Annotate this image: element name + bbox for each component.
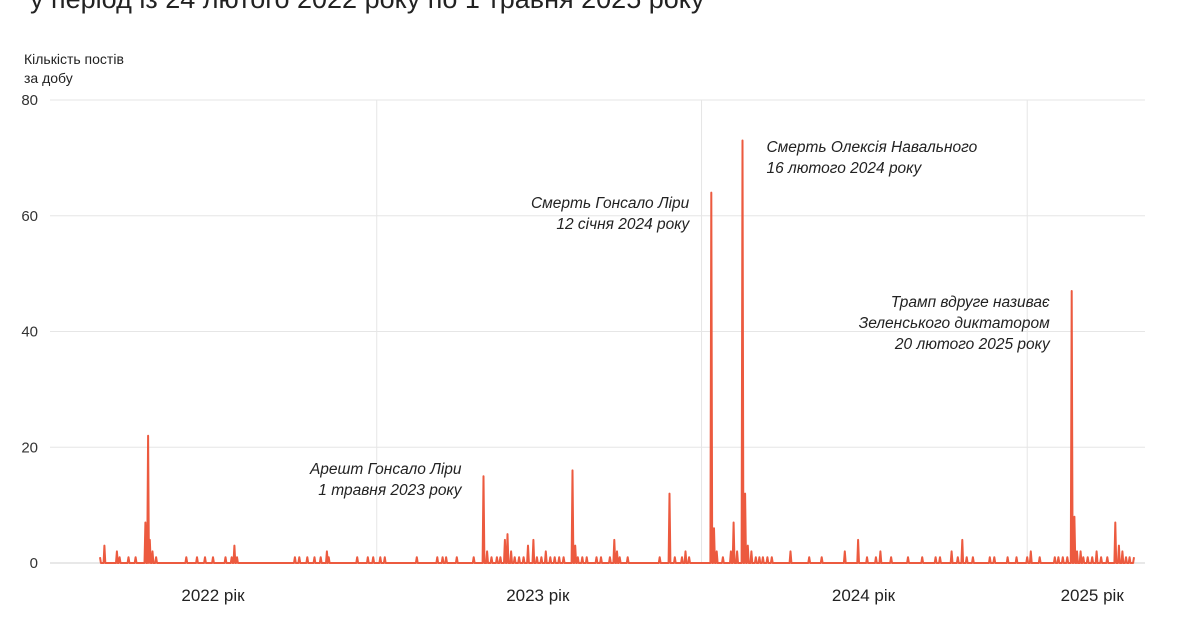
annotation: Арешт Гонсало Ліри 1 травня 2023 року bbox=[309, 461, 463, 499]
annotation-line: Смерть Гонсало Ліри bbox=[531, 195, 690, 212]
x-tick-label: 2022 рік bbox=[181, 586, 245, 605]
annotation: Смерть Гонсало Ліри 12 січня 2024 року bbox=[531, 195, 691, 233]
annotation-line: Трамп вдруге називає bbox=[891, 294, 1050, 311]
y-tick-label: 60 bbox=[21, 208, 38, 225]
annotation-line: 16 лютого 2024 року bbox=[766, 160, 922, 177]
annotation-line: 20 лютого 2025 року bbox=[894, 336, 1051, 353]
x-tick-label: 2023 рік bbox=[506, 586, 570, 605]
annotation: Смерть Олексія Навального 16 лютого 2024 … bbox=[766, 139, 977, 177]
annotation-line: Зеленського диктатором bbox=[859, 315, 1050, 332]
y-tick-label: 40 bbox=[21, 324, 38, 341]
annotation-line: Арешт Гонсало Ліри bbox=[309, 461, 462, 478]
y-axis-label: Кількість постів за добу bbox=[24, 50, 124, 88]
annotation-line: 1 травня 2023 року bbox=[318, 482, 462, 499]
y-axis-label-line-1: Кількість постів bbox=[24, 51, 124, 67]
annotation-line: 12 січня 2024 року bbox=[556, 216, 690, 233]
x-tick-label: 2024 рік bbox=[832, 586, 896, 605]
chart-subtitle: у період із 24 лютого 2022 року по 1 тра… bbox=[30, 0, 704, 15]
y-axis-label-line-2: за добу bbox=[24, 70, 73, 86]
series-line bbox=[99, 139, 1135, 564]
annotation-line: Смерть Олексія Навального bbox=[766, 139, 977, 156]
y-tick-label: 0 bbox=[30, 555, 38, 572]
y-tick-label: 80 bbox=[21, 92, 38, 109]
y-tick-label: 20 bbox=[21, 439, 38, 456]
annotation: Трамп вдруге називає Зеленського диктатор… bbox=[859, 294, 1051, 353]
x-tick-label: 2025 рік bbox=[1061, 586, 1125, 605]
